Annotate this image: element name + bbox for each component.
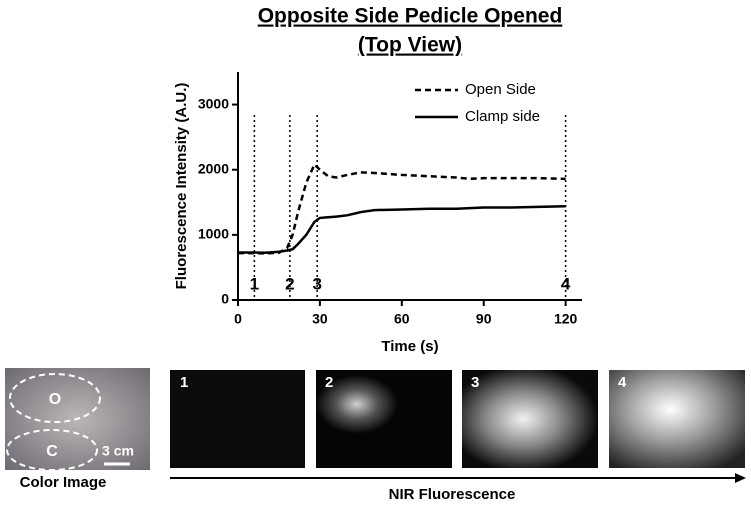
nir-caption: NIR Fluorescence	[389, 486, 516, 503]
nir-image	[609, 370, 745, 468]
panel-label: 3	[471, 374, 479, 391]
x-tick-label: 90	[476, 311, 492, 327]
nir-image	[170, 370, 305, 468]
arrow-head	[735, 473, 746, 483]
legend-label: Open Side	[465, 81, 536, 98]
chart-subtitle: (Top View)	[358, 34, 462, 57]
marker-label: 2	[285, 274, 294, 293]
panel-label: 1	[180, 374, 188, 391]
y-tick-label: 2000	[198, 160, 229, 176]
x-tick-label: 30	[312, 311, 328, 327]
x-axis-label: Time (s)	[381, 338, 438, 355]
region-outline	[6, 429, 98, 471]
x-tick-label: 120	[554, 311, 578, 327]
scale-label: 3 cm	[102, 443, 134, 459]
color-image	[5, 368, 150, 471]
panel-label: 2	[325, 374, 333, 391]
region-label: C	[46, 443, 58, 460]
nir-image	[462, 370, 598, 468]
nir-image	[316, 370, 452, 468]
y-axis-label: Fluorescence Intensity (A.U.)	[173, 83, 190, 290]
region-label: O	[49, 391, 61, 408]
marker-label: 1	[250, 274, 259, 293]
panel-label: 4	[618, 374, 627, 391]
y-tick-label: 3000	[198, 95, 229, 111]
marker-label: 4	[561, 274, 571, 293]
y-tick-label: 0	[221, 291, 229, 307]
marker-label: 3	[312, 274, 321, 293]
legend-label: Clamp side	[465, 108, 540, 125]
y-tick-label: 1000	[198, 226, 229, 242]
image-caption: Color Image	[20, 474, 107, 491]
chart-title: Opposite Side Pedicle Opened	[258, 5, 563, 28]
x-tick-label: 0	[234, 311, 242, 327]
series-line	[238, 204, 566, 255]
series-line	[238, 162, 566, 255]
region-outline	[9, 373, 101, 423]
x-tick-label: 60	[394, 311, 410, 327]
